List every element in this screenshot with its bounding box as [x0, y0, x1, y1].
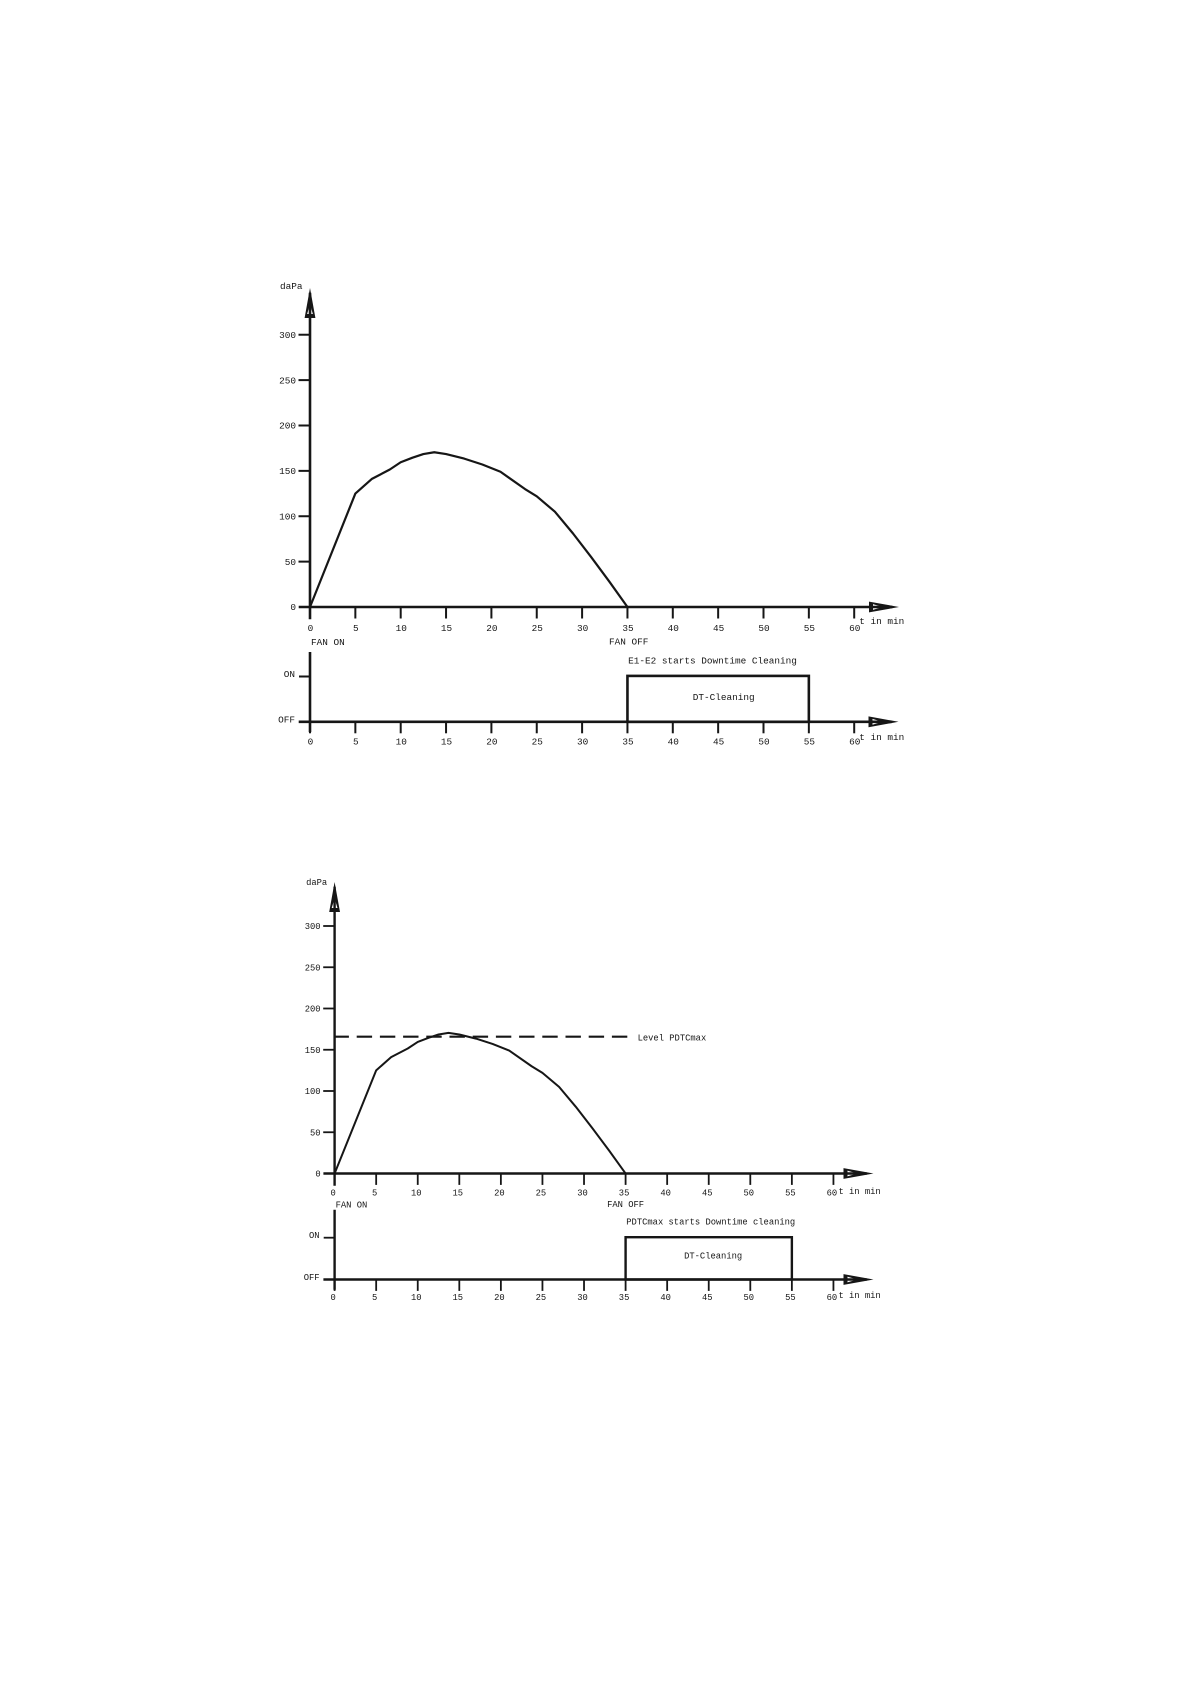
svg-text:45: 45: [702, 1189, 713, 1199]
svg-text:30: 30: [577, 737, 589, 748]
svg-text:60: 60: [849, 737, 861, 748]
svg-text:100: 100: [305, 1087, 321, 1097]
svg-text:45: 45: [702, 1293, 713, 1303]
svg-text:25: 25: [532, 737, 544, 748]
svg-text:45: 45: [713, 623, 725, 634]
svg-text:FAN ON: FAN ON: [311, 637, 345, 648]
svg-text:150: 150: [305, 1046, 321, 1056]
svg-text:5: 5: [353, 737, 359, 748]
svg-text:5: 5: [372, 1189, 377, 1199]
svg-text:OFF: OFF: [278, 714, 295, 725]
svg-text:50: 50: [758, 623, 770, 634]
svg-text:40: 40: [668, 737, 680, 748]
svg-text:50: 50: [285, 557, 297, 568]
svg-text:200: 200: [305, 1005, 321, 1015]
svg-text:Level PDTCmax: Level PDTCmax: [638, 1033, 707, 1043]
svg-text:60: 60: [827, 1293, 838, 1303]
svg-text:30: 30: [577, 623, 589, 634]
svg-text:20: 20: [486, 623, 498, 634]
svg-text:10: 10: [411, 1293, 422, 1303]
svg-text:daPa: daPa: [306, 878, 327, 888]
svg-text:10: 10: [411, 1189, 422, 1199]
svg-text:30: 30: [577, 1293, 588, 1303]
svg-text:30: 30: [577, 1189, 588, 1199]
svg-text:t in min: t in min: [859, 616, 904, 627]
svg-text:ON: ON: [309, 1231, 320, 1241]
svg-text:250: 250: [305, 963, 321, 973]
svg-text:200: 200: [279, 421, 296, 432]
svg-text:15: 15: [441, 737, 453, 748]
svg-text:55: 55: [785, 1293, 796, 1303]
svg-text:5: 5: [353, 623, 359, 634]
svg-text:20: 20: [494, 1189, 505, 1199]
svg-text:35: 35: [619, 1189, 630, 1199]
svg-text:0: 0: [315, 1170, 320, 1180]
svg-text:0: 0: [290, 602, 296, 613]
svg-text:10: 10: [396, 737, 408, 748]
svg-text:20: 20: [494, 1293, 505, 1303]
svg-text:10: 10: [396, 623, 408, 634]
svg-text:15: 15: [453, 1293, 464, 1303]
svg-text:FAN ON: FAN ON: [336, 1201, 368, 1211]
svg-text:60: 60: [849, 623, 861, 634]
svg-text:FAN OFF: FAN OFF: [609, 637, 648, 648]
svg-text:50: 50: [744, 1293, 755, 1303]
svg-text:45: 45: [713, 737, 725, 748]
svg-text:FAN OFF: FAN OFF: [607, 1200, 644, 1210]
svg-text:0: 0: [308, 737, 314, 748]
svg-text:55: 55: [785, 1189, 796, 1199]
svg-text:daPa: daPa: [280, 281, 303, 292]
svg-text:250: 250: [279, 375, 296, 386]
svg-text:150: 150: [279, 466, 296, 477]
svg-text:E1-E2 starts Downtime Cleaning: E1-E2 starts Downtime Cleaning: [628, 655, 797, 666]
svg-text:35: 35: [622, 623, 634, 634]
svg-text:25: 25: [536, 1189, 547, 1199]
svg-text:0: 0: [330, 1293, 335, 1303]
svg-text:25: 25: [536, 1293, 547, 1303]
svg-text:300: 300: [279, 330, 296, 341]
svg-text:25: 25: [532, 623, 544, 634]
svg-text:t in min: t in min: [838, 1187, 880, 1197]
svg-text:60: 60: [827, 1189, 838, 1199]
svg-text:15: 15: [453, 1189, 464, 1199]
svg-text:50: 50: [758, 737, 770, 748]
svg-text:40: 40: [668, 623, 680, 634]
svg-text:55: 55: [804, 623, 816, 634]
svg-text:PDTCmax starts Downtime cleani: PDTCmax starts Downtime cleaning: [626, 1218, 795, 1228]
svg-text:40: 40: [660, 1189, 671, 1199]
svg-text:100: 100: [279, 511, 296, 522]
svg-text:20: 20: [486, 737, 498, 748]
svg-text:DT-Cleaning: DT-Cleaning: [693, 692, 755, 703]
svg-text:35: 35: [622, 737, 634, 748]
svg-text:t in min: t in min: [838, 1291, 880, 1301]
svg-text:t in min: t in min: [859, 732, 904, 743]
svg-text:DT-Cleaning: DT-Cleaning: [684, 1251, 742, 1261]
svg-text:ON: ON: [284, 669, 295, 680]
svg-text:15: 15: [441, 623, 453, 634]
svg-text:300: 300: [305, 922, 321, 932]
svg-text:0: 0: [308, 623, 314, 634]
svg-text:0: 0: [330, 1189, 335, 1199]
svg-text:5: 5: [372, 1293, 377, 1303]
svg-text:50: 50: [744, 1189, 755, 1199]
svg-text:35: 35: [619, 1293, 630, 1303]
svg-text:50: 50: [310, 1128, 321, 1138]
svg-text:55: 55: [804, 737, 816, 748]
svg-text:40: 40: [660, 1293, 671, 1303]
svg-text:OFF: OFF: [304, 1273, 320, 1283]
